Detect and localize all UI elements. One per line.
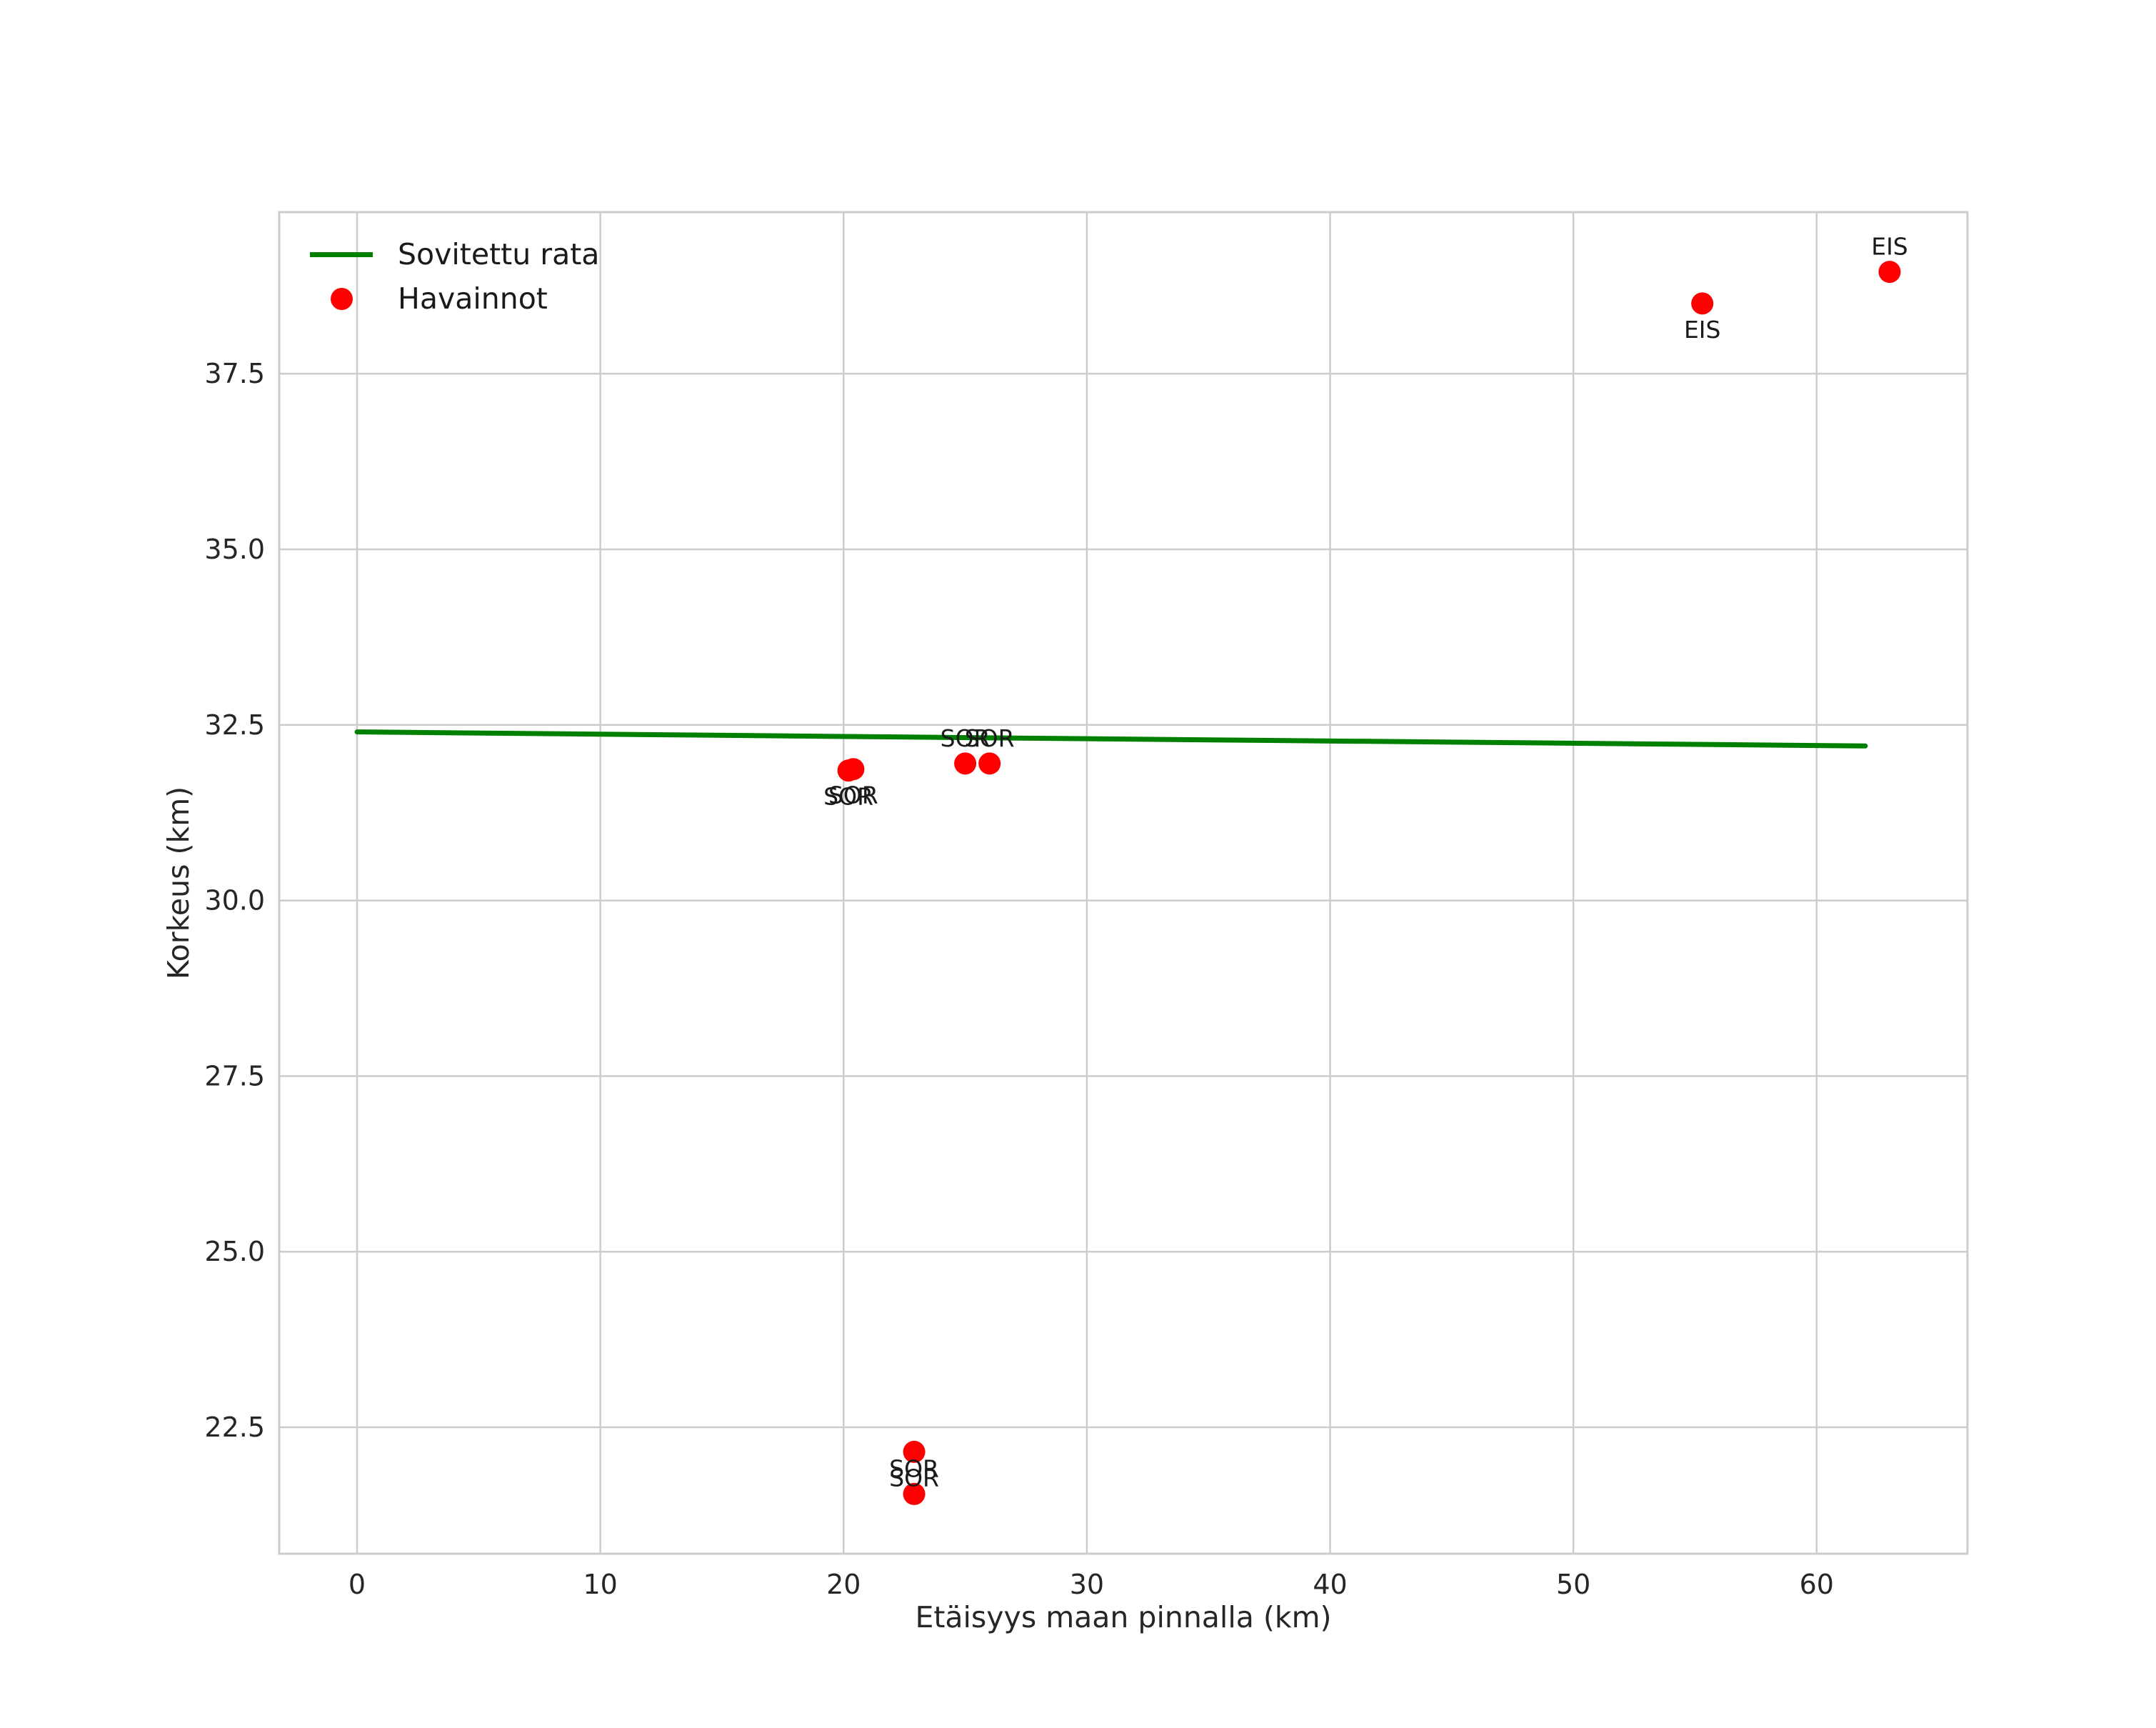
data-point <box>954 752 977 775</box>
legend: Sovitettu rata Havainnot <box>310 232 599 321</box>
x-tick-label: 60 <box>1800 1569 1834 1600</box>
x-tick-label: 40 <box>1313 1569 1347 1600</box>
x-tick-label: 20 <box>826 1569 861 1600</box>
point-label: SOR <box>828 781 878 809</box>
y-tick-label: 35.0 <box>204 534 265 565</box>
x-axis-label: Etäisyys maan pinnalla (km) <box>915 1600 1332 1634</box>
data-point <box>1878 261 1901 284</box>
data-point <box>903 1482 926 1505</box>
data-point <box>978 752 1001 775</box>
x-tick-label: 0 <box>349 1569 366 1600</box>
y-tick-label: 32.5 <box>204 709 265 741</box>
plot-border <box>278 211 1969 1555</box>
data-point <box>903 1440 926 1463</box>
x-tick-label: 50 <box>1556 1569 1590 1600</box>
legend-item-fitted-line: Sovitettu rata <box>310 232 599 276</box>
point-label: EIS <box>1871 233 1908 261</box>
legend-label-observations: Havainnot <box>398 281 548 316</box>
y-tick-label: 27.5 <box>204 1060 265 1092</box>
fitted-line <box>354 729 1868 749</box>
point-label: SOR <box>965 724 1015 752</box>
data-point <box>1691 292 1714 315</box>
y-tick-label: 25.0 <box>204 1236 265 1267</box>
x-tick-label: 10 <box>583 1569 617 1600</box>
point-label: SOR <box>889 1464 939 1492</box>
y-axis-label: Korkeus (km) <box>161 786 196 980</box>
y-tick-label: 30.0 <box>204 885 265 917</box>
legend-swatch-area <box>310 287 373 310</box>
point-label: EIS <box>1684 316 1721 344</box>
data-point <box>842 758 865 781</box>
legend-line-swatch <box>310 251 373 257</box>
point-label: SOR <box>823 783 873 811</box>
legend-point-swatch <box>330 287 353 310</box>
y-tick-label: 22.5 <box>204 1412 265 1443</box>
legend-label-fitted-line: Sovitettu rata <box>398 237 600 271</box>
y-tick-label: 37.5 <box>204 358 265 389</box>
point-label: SOR <box>889 1454 939 1482</box>
legend-item-observations: Havainnot <box>310 276 599 321</box>
point-label: SOR <box>941 724 991 752</box>
x-tick-label: 30 <box>1070 1569 1104 1600</box>
legend-swatch-area <box>310 251 373 257</box>
